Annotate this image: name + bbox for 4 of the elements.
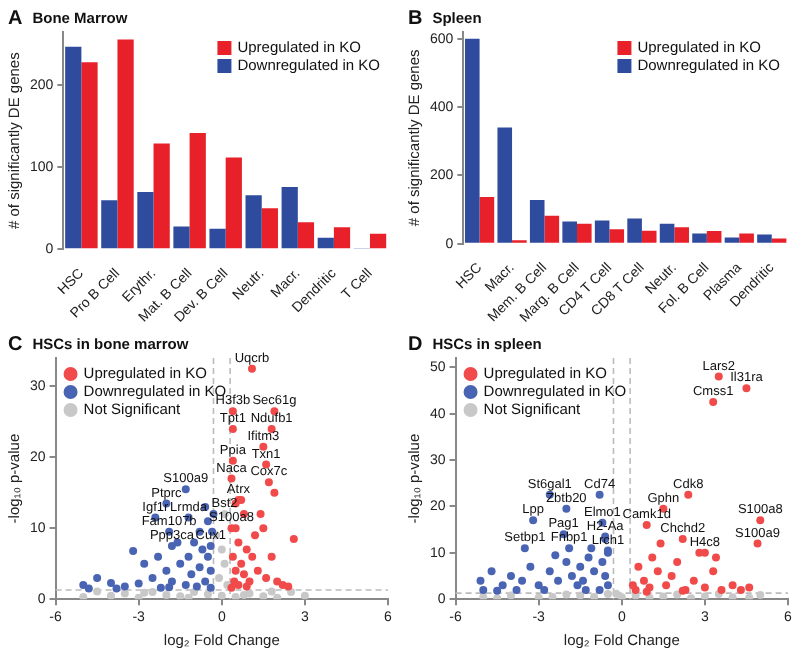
text: B xyxy=(408,7,423,30)
text: C xyxy=(8,333,23,356)
text: A xyxy=(8,7,23,30)
text: D xyxy=(408,333,423,356)
